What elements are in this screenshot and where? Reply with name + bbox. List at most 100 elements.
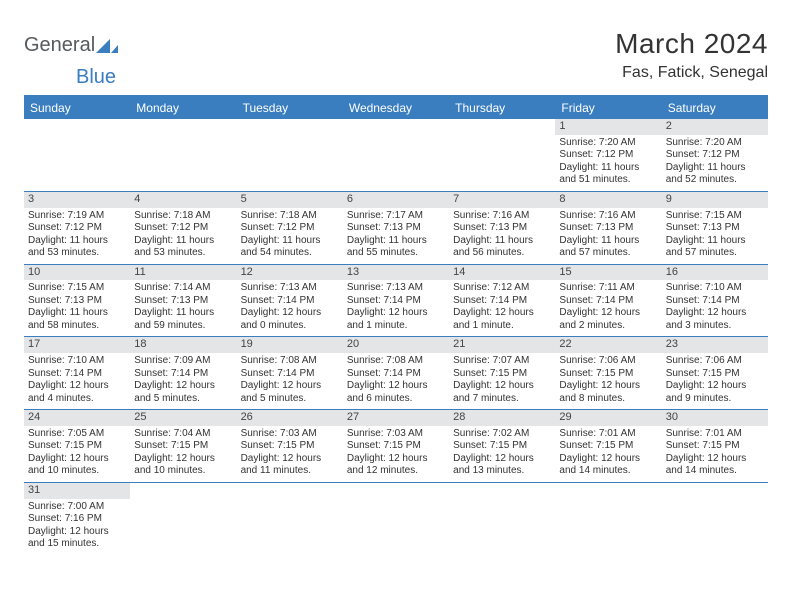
sunrise-text: Sunrise: 7:16 AM bbox=[453, 210, 551, 223]
daylight-text: Daylight: 12 hours and 9 minutes. bbox=[666, 380, 764, 405]
day-cell: 26Sunrise: 7:03 AMSunset: 7:15 PMDayligh… bbox=[237, 410, 343, 483]
day-number: 23 bbox=[662, 337, 768, 353]
empty-cell bbox=[449, 119, 555, 192]
day-cell: 5 Sunrise: 7:18 AMSunset: 7:12 PMDaylight… bbox=[237, 192, 343, 265]
day-number: 2 bbox=[662, 119, 768, 135]
day-number: 14 bbox=[449, 265, 555, 281]
sunset-text: Sunset: 7:14 PM bbox=[453, 295, 551, 308]
day-number: 30 bbox=[662, 410, 768, 426]
day-number: 22 bbox=[555, 337, 661, 353]
sunset-text: Sunset: 7:12 PM bbox=[241, 222, 339, 235]
daylight-text: Daylight: 11 hours and 56 minutes. bbox=[453, 235, 551, 260]
empty-cell bbox=[237, 119, 343, 192]
sunrise-text: Sunrise: 7:06 AM bbox=[666, 355, 764, 368]
day-cell: 13Sunrise: 7:13 AMSunset: 7:14 PMDayligh… bbox=[343, 265, 449, 338]
empty-cell bbox=[343, 119, 449, 192]
day-cell: 20Sunrise: 7:08 AMSunset: 7:14 PMDayligh… bbox=[343, 337, 449, 410]
daylight-text: Daylight: 11 hours and 55 minutes. bbox=[347, 235, 445, 260]
sunrise-text: Sunrise: 7:19 AM bbox=[28, 210, 126, 223]
sunrise-text: Sunrise: 7:07 AM bbox=[453, 355, 551, 368]
sunset-text: Sunset: 7:15 PM bbox=[559, 368, 657, 381]
day-cell: 17Sunrise: 7:10 AMSunset: 7:14 PMDayligh… bbox=[24, 337, 130, 410]
day-number: 3 bbox=[24, 192, 130, 208]
logo-text-2: Blue bbox=[76, 66, 116, 88]
day-number: 21 bbox=[449, 337, 555, 353]
sunrise-text: Sunrise: 7:10 AM bbox=[28, 355, 126, 368]
weekday-cell: Sunday bbox=[24, 97, 130, 119]
sunset-text: Sunset: 7:14 PM bbox=[666, 295, 764, 308]
day-number: 18 bbox=[130, 337, 236, 353]
daylight-text: Daylight: 11 hours and 59 minutes. bbox=[134, 307, 232, 332]
daylight-text: Daylight: 12 hours and 14 minutes. bbox=[666, 453, 764, 478]
day-cell: 9Sunrise: 7:15 AMSunset: 7:13 PMDaylight… bbox=[662, 192, 768, 265]
sunset-text: Sunset: 7:12 PM bbox=[666, 149, 764, 162]
day-cell: 12Sunrise: 7:13 AMSunset: 7:14 PMDayligh… bbox=[237, 265, 343, 338]
day-cell: 11Sunrise: 7:14 AMSunset: 7:13 PMDayligh… bbox=[130, 265, 236, 338]
sunrise-text: Sunrise: 7:08 AM bbox=[347, 355, 445, 368]
day-cell: 21Sunrise: 7:07 AMSunset: 7:15 PMDayligh… bbox=[449, 337, 555, 410]
sunrise-text: Sunrise: 7:08 AM bbox=[241, 355, 339, 368]
sunrise-text: Sunrise: 7:18 AM bbox=[241, 210, 339, 223]
empty-cell bbox=[24, 119, 130, 192]
daylight-text: Daylight: 12 hours and 15 minutes. bbox=[28, 526, 126, 551]
sunset-text: Sunset: 7:13 PM bbox=[134, 295, 232, 308]
sunset-text: Sunset: 7:15 PM bbox=[134, 440, 232, 453]
sunset-text: Sunset: 7:15 PM bbox=[666, 440, 764, 453]
day-number: 11 bbox=[130, 265, 236, 281]
day-number: 6 bbox=[343, 192, 449, 208]
sunset-text: Sunset: 7:14 PM bbox=[347, 295, 445, 308]
daylight-text: Daylight: 11 hours and 51 minutes. bbox=[559, 162, 657, 187]
day-cell: 10Sunrise: 7:15 AMSunset: 7:13 PMDayligh… bbox=[24, 265, 130, 338]
calendar-grid: 1Sunrise: 7:20 AMSunset: 7:12 PMDaylight… bbox=[24, 119, 768, 555]
daylight-text: Daylight: 12 hours and 3 minutes. bbox=[666, 307, 764, 332]
daylight-text: Daylight: 12 hours and 14 minutes. bbox=[559, 453, 657, 478]
day-number: 10 bbox=[24, 265, 130, 281]
day-number: 5 bbox=[237, 192, 343, 208]
day-cell: 15Sunrise: 7:11 AMSunset: 7:14 PMDayligh… bbox=[555, 265, 661, 338]
day-cell: 19Sunrise: 7:08 AMSunset: 7:14 PMDayligh… bbox=[237, 337, 343, 410]
sunset-text: Sunset: 7:12 PM bbox=[559, 149, 657, 162]
sunrise-text: Sunrise: 7:02 AM bbox=[453, 428, 551, 441]
day-cell: 1 Sunrise: 7:20 AMSunset: 7:12 PMDaylight… bbox=[555, 119, 661, 192]
daylight-text: Daylight: 11 hours and 52 minutes. bbox=[666, 162, 764, 187]
day-number: 29 bbox=[555, 410, 661, 426]
sunrise-text: Sunrise: 7:20 AM bbox=[559, 137, 657, 150]
weekday-header-row: SundayMondayTuesdayWednesdayThursdayFrid… bbox=[24, 97, 768, 119]
sunrise-text: Sunrise: 7:16 AM bbox=[559, 210, 657, 223]
daylight-text: Daylight: 12 hours and 6 minutes. bbox=[347, 380, 445, 405]
sunset-text: Sunset: 7:14 PM bbox=[28, 368, 126, 381]
daylight-text: Daylight: 11 hours and 57 minutes. bbox=[559, 235, 657, 260]
weekday-cell: Saturday bbox=[662, 97, 768, 119]
day-cell: 6Sunrise: 7:17 AMSunset: 7:13 PMDaylight… bbox=[343, 192, 449, 265]
logo-text-1: General bbox=[24, 34, 95, 57]
sunset-text: Sunset: 7:15 PM bbox=[666, 368, 764, 381]
daylight-text: Daylight: 12 hours and 1 minute. bbox=[347, 307, 445, 332]
day-number: 13 bbox=[343, 265, 449, 281]
sunset-text: Sunset: 7:14 PM bbox=[134, 368, 232, 381]
sunrise-text: Sunrise: 7:09 AM bbox=[134, 355, 232, 368]
sunrise-text: Sunrise: 7:01 AM bbox=[559, 428, 657, 441]
sunset-text: Sunset: 7:12 PM bbox=[28, 222, 126, 235]
day-number: 24 bbox=[24, 410, 130, 426]
daylight-text: Daylight: 12 hours and 12 minutes. bbox=[347, 453, 445, 478]
day-cell: 30Sunrise: 7:01 AMSunset: 7:15 PMDayligh… bbox=[662, 410, 768, 483]
logo: General bbox=[24, 34, 118, 57]
daylight-text: Daylight: 11 hours and 54 minutes. bbox=[241, 235, 339, 260]
daylight-text: Daylight: 12 hours and 8 minutes. bbox=[559, 380, 657, 405]
daylight-text: Daylight: 11 hours and 57 minutes. bbox=[666, 235, 764, 260]
sunset-text: Sunset: 7:12 PM bbox=[134, 222, 232, 235]
weekday-cell: Tuesday bbox=[237, 97, 343, 119]
day-cell: 3Sunrise: 7:19 AMSunset: 7:12 PMDaylight… bbox=[24, 192, 130, 265]
daylight-text: Daylight: 12 hours and 7 minutes. bbox=[453, 380, 551, 405]
weekday-cell: Thursday bbox=[449, 97, 555, 119]
day-number: 20 bbox=[343, 337, 449, 353]
sunrise-text: Sunrise: 7:15 AM bbox=[28, 282, 126, 295]
sunrise-text: Sunrise: 7:15 AM bbox=[666, 210, 764, 223]
weekday-cell: Monday bbox=[130, 97, 236, 119]
daylight-text: Daylight: 12 hours and 2 minutes. bbox=[559, 307, 657, 332]
sunset-text: Sunset: 7:14 PM bbox=[241, 295, 339, 308]
calendar-page: General March 2024 Fas, Fatick, Senegal … bbox=[0, 0, 792, 565]
day-number: 1 bbox=[555, 119, 661, 135]
sunset-text: Sunset: 7:13 PM bbox=[666, 222, 764, 235]
day-number: 16 bbox=[662, 265, 768, 281]
